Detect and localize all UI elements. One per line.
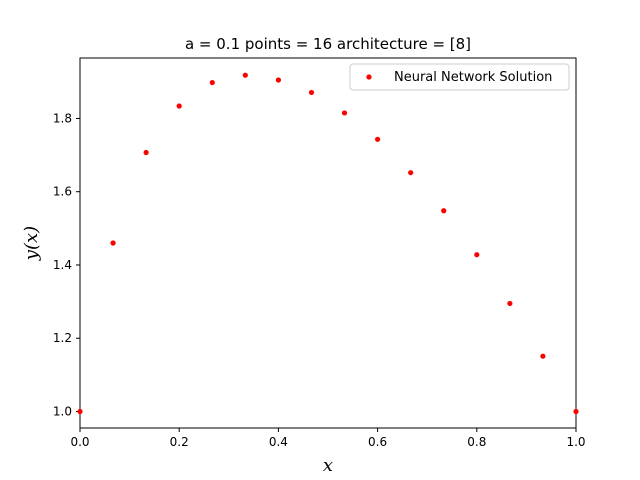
y-axis-label: y(x) xyxy=(21,226,42,261)
data-point xyxy=(275,77,281,83)
y-tick-label: 1.4 xyxy=(53,258,72,272)
data-point xyxy=(341,110,348,116)
data-point xyxy=(507,300,513,307)
plot-frame xyxy=(79,57,577,429)
data-point xyxy=(408,170,414,176)
legend-label: Neural Network Solution xyxy=(394,70,552,85)
x-tick-label: 0.4 xyxy=(269,435,288,449)
data-point xyxy=(176,103,182,109)
data-point xyxy=(143,149,149,156)
legend: Neural Network Solution xyxy=(349,63,570,91)
x-axis: 0.0 0.2 0.4 0.6 0.8 1.0 xyxy=(70,428,586,449)
x-tick-label: 0.8 xyxy=(467,435,486,449)
data-point xyxy=(441,208,447,214)
y-tick-label: 1.6 xyxy=(53,185,72,199)
y-axis: 1.0 1.2 1.4 1.6 1.8 xyxy=(53,111,80,419)
data-point xyxy=(77,408,83,415)
data-point xyxy=(474,252,480,258)
data-point xyxy=(209,79,215,86)
legend-box xyxy=(349,63,570,91)
y-tick-label: 1.8 xyxy=(53,111,72,125)
data-point xyxy=(308,89,315,96)
legend-marker xyxy=(366,74,372,80)
data-point xyxy=(573,408,579,415)
x-tick-label: 0.6 xyxy=(368,435,387,449)
data-point xyxy=(375,136,381,142)
y-tick-label: 1.0 xyxy=(53,405,72,419)
y-tick-label: 1.2 xyxy=(53,331,72,345)
chart-title: a = 0.1 points = 16 architecture = [8] xyxy=(185,35,471,53)
data-point xyxy=(540,353,546,359)
x-axis-label: x xyxy=(323,455,333,476)
data-points xyxy=(77,72,579,415)
data-point xyxy=(110,240,116,246)
x-tick-label: 1.0 xyxy=(566,435,585,449)
data-point xyxy=(242,72,248,78)
x-tick-label: 0.2 xyxy=(170,435,189,449)
x-tick-label: 0.0 xyxy=(70,435,89,449)
plot-area xyxy=(79,57,577,429)
